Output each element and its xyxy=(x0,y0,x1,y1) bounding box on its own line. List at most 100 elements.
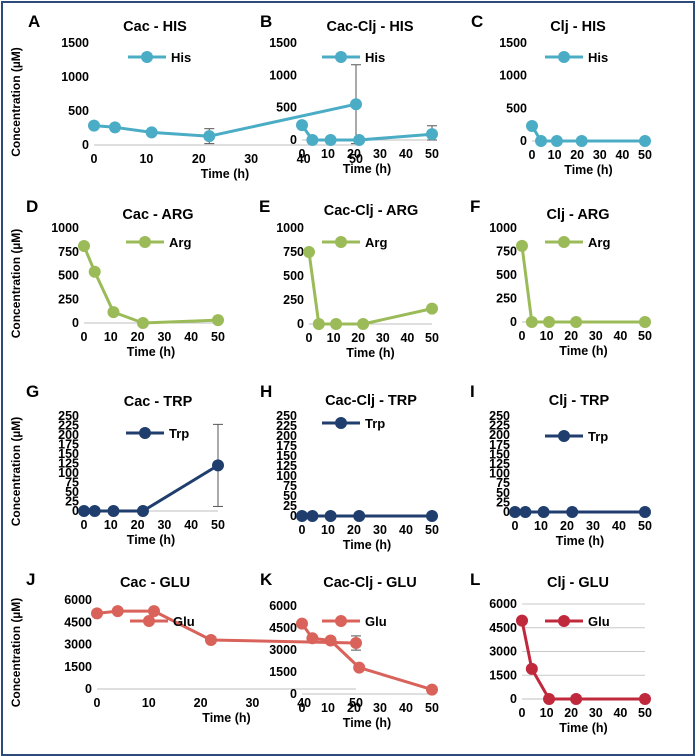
y-axis-label: Concentration (µM) xyxy=(9,47,23,157)
data-point xyxy=(639,316,651,328)
y-tick-label: 6000 xyxy=(64,593,92,607)
x-tick-label: 0 xyxy=(81,518,88,532)
legend-marker xyxy=(139,427,151,439)
y-tick-label: 0 xyxy=(290,133,297,147)
data-point xyxy=(550,135,563,147)
data-point xyxy=(639,506,651,518)
x-axis-label: Time (h) xyxy=(559,344,607,358)
x-tick-label: 10 xyxy=(540,706,554,720)
x-tick-label: 0 xyxy=(299,523,306,537)
y-tick-label: 500 xyxy=(283,269,304,283)
data-point xyxy=(88,265,101,278)
data-point xyxy=(426,302,438,315)
y-tick-label: 200 xyxy=(489,428,510,442)
x-axis-label: Time (h) xyxy=(201,167,249,181)
x-tick-label: 50 xyxy=(638,519,652,533)
x-tick-label: 30 xyxy=(244,152,258,166)
y-tick-label: 50 xyxy=(65,485,79,499)
data-point xyxy=(312,318,325,330)
x-tick-label: 10 xyxy=(321,147,335,161)
panel-l: L Clj - GLU 0 1500 3000 4500 6000 0 10 20 30 40 50 Ti… xyxy=(470,570,652,735)
y-tick-label: 50 xyxy=(496,486,510,500)
panel-title: Cac-Clj - TRP xyxy=(325,393,417,409)
series-line xyxy=(300,124,433,142)
y-tick-label: 1000 xyxy=(61,70,89,84)
legend-marker xyxy=(558,615,570,627)
x-axis-label: Time (h) xyxy=(127,345,175,359)
y-tick-label: 1500 xyxy=(269,36,297,50)
data-point xyxy=(519,506,532,518)
data-point xyxy=(639,693,651,705)
y-tick-label: 1500 xyxy=(489,668,517,682)
data-point xyxy=(426,510,438,522)
y-axis-label: Concentration (µM) xyxy=(9,598,23,708)
panel-title: Clj - HIS xyxy=(550,19,606,35)
x-tick-label: 40 xyxy=(399,523,413,537)
x-tick-label: 40 xyxy=(297,696,311,710)
y-tick-label: 500 xyxy=(506,101,527,115)
panel-k: K Cac-Clj - GLU 0 1500 3000 4500 6000 0 10 20 30 40… xyxy=(260,570,439,730)
data-point xyxy=(330,318,343,330)
x-tick-label: 50 xyxy=(211,518,225,532)
y-tick-label: 200 xyxy=(276,429,297,443)
x-tick-label: 0 xyxy=(529,148,536,162)
legend-label: His xyxy=(588,50,608,65)
data-point xyxy=(306,134,319,146)
data-point xyxy=(353,510,366,522)
y-tick-label: 125 xyxy=(489,457,510,471)
x-tick-label: 20 xyxy=(347,701,361,715)
data-point xyxy=(526,119,538,132)
x-tick-label: 50 xyxy=(425,523,439,537)
x-tick-label: 30 xyxy=(373,701,387,715)
x-tick-label: 50 xyxy=(349,152,363,166)
x-tick-label: 30 xyxy=(593,148,607,162)
x-tick-label: 30 xyxy=(157,518,171,532)
y-tick-label: 0 xyxy=(510,315,517,329)
panel-title: Cac-Clj - ARG xyxy=(324,203,419,219)
y-tick-label: 4500 xyxy=(489,621,517,635)
series-line xyxy=(82,245,219,325)
y-tick-label: 125 xyxy=(58,457,79,471)
x-tick-label: 10 xyxy=(548,148,562,162)
y-tick-label: 150 xyxy=(58,447,79,461)
y-tick-label: 0 xyxy=(82,138,89,152)
data-point xyxy=(78,240,90,253)
data-point xyxy=(516,614,528,627)
legend-marker xyxy=(141,51,153,63)
data-point xyxy=(543,316,556,328)
panel-letter: I xyxy=(470,382,475,401)
x-tick-label: 50 xyxy=(638,148,652,162)
y-tick-label: 25 xyxy=(496,495,510,509)
y-tick-label: 100 xyxy=(58,466,79,480)
x-tick-label: 10 xyxy=(321,701,335,715)
y-tick-label: 6000 xyxy=(489,597,517,611)
x-tick-label: 30 xyxy=(376,331,390,345)
legend-label: Arg xyxy=(588,235,610,250)
x-tick-label: 40 xyxy=(612,519,626,533)
x-tick-label: 0 xyxy=(512,519,519,533)
data-point xyxy=(525,316,538,328)
x-tick-label: 40 xyxy=(399,701,413,715)
x-tick-label: 20 xyxy=(560,519,574,533)
x-axis-label: Time (h) xyxy=(559,721,607,735)
data-point xyxy=(88,119,100,132)
y-tick-label: 50 xyxy=(283,489,297,503)
legend-marker xyxy=(335,236,347,248)
x-axis-label: Time (h) xyxy=(343,538,391,552)
x-tick-label: 10 xyxy=(534,519,548,533)
data-point xyxy=(296,119,308,132)
x-tick-label: 50 xyxy=(638,706,652,720)
y-tick-label: 0 xyxy=(297,317,304,331)
y-tick-label: 750 xyxy=(58,245,79,259)
x-axis-label: Time (h) xyxy=(556,534,604,548)
data-point xyxy=(136,317,149,329)
y-tick-label: 6000 xyxy=(269,599,297,613)
x-tick-label: 20 xyxy=(347,523,361,537)
data-point xyxy=(306,510,319,522)
data-point xyxy=(350,637,362,650)
y-tick-label: 150 xyxy=(276,449,297,463)
x-tick-label: 20 xyxy=(347,147,361,161)
y-tick-label: 75 xyxy=(283,479,297,493)
series-line xyxy=(307,251,433,326)
y-tick-label: 250 xyxy=(496,292,517,306)
